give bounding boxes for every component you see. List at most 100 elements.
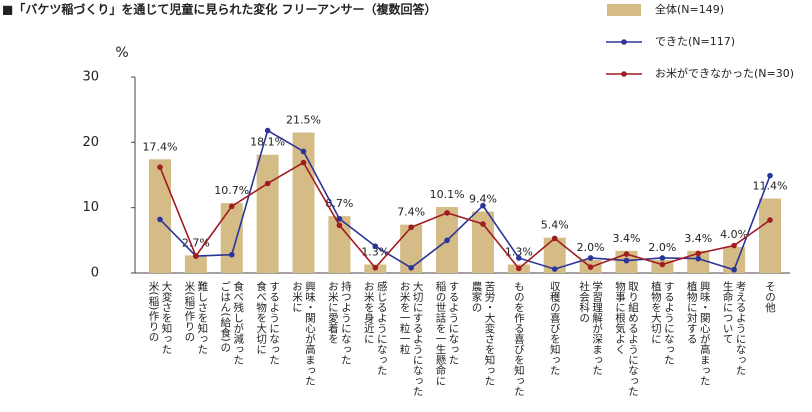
marker	[336, 222, 343, 229]
x-tick-label: お米を身近に	[363, 281, 375, 344]
x-tick-label: 植物を大切に	[650, 280, 662, 344]
marker	[336, 215, 343, 222]
bar	[471, 211, 494, 273]
y-tick-label: 10	[82, 200, 99, 215]
marker	[587, 264, 594, 270]
x-tick-label: 社会科の	[578, 280, 590, 323]
value-label: 18.1%	[250, 136, 285, 149]
legend-marker	[621, 71, 627, 77]
bar	[400, 224, 423, 273]
marker	[480, 221, 486, 227]
x-tick-label: 米(稲)作りの	[148, 280, 160, 341]
marker	[659, 261, 666, 268]
value-label: 1.3%	[361, 246, 389, 259]
value-label: 10.1%	[430, 188, 465, 201]
chart-title: ■「バケツ稲づくり」を通じて児童に見られた変化 フリーアンサー（複数回答）	[2, 2, 437, 17]
y-tick-label: 20	[82, 135, 99, 150]
marker	[228, 251, 235, 258]
marker	[516, 265, 522, 272]
bar	[328, 216, 351, 273]
x-tick-label: 植物に対する	[686, 280, 698, 344]
x-tick-label: 食べ残しが減った	[232, 280, 244, 365]
marker	[444, 210, 450, 216]
value-label: 9.4%	[469, 193, 497, 206]
marker	[623, 257, 630, 264]
value-label: 3.4%	[684, 232, 712, 245]
bar	[687, 250, 710, 273]
y-tick-label: 30	[82, 70, 99, 85]
marker	[516, 255, 522, 261]
marker	[731, 266, 737, 273]
marker	[408, 264, 414, 271]
value-label: 4.0%	[720, 228, 748, 241]
value-label: 21.5%	[286, 114, 321, 127]
x-tick-label: 持つようになった	[340, 280, 352, 365]
marker	[767, 172, 773, 179]
marker	[408, 224, 414, 231]
marker	[228, 203, 235, 210]
value-label: 11.4%	[753, 180, 788, 193]
x-tick-label: ものを作る喜びを知った	[513, 281, 525, 397]
x-tick-label: するようになった	[268, 281, 280, 365]
x-tick-label: ごはん(給食)の	[219, 281, 231, 352]
marker	[300, 159, 307, 166]
legend-label: できた(N=117)	[655, 35, 735, 48]
bar	[220, 203, 243, 273]
marker	[551, 235, 558, 242]
value-label: 10.7%	[214, 184, 249, 197]
marker	[157, 216, 163, 223]
x-tick-label: するようになった	[663, 281, 675, 365]
legend-swatch	[607, 4, 641, 16]
x-tick-label: 収穫の喜びを知った	[549, 281, 561, 376]
x-tick-label: 食べ物を大切に	[255, 280, 267, 354]
x-tick-label: 興味・関心が高まった	[699, 281, 711, 386]
legend-label: お米ができなかった(N=30)	[655, 66, 794, 80]
x-tick-label: 物事に根気よく	[614, 280, 626, 354]
marker	[767, 217, 773, 223]
marker	[444, 237, 450, 244]
marker	[157, 164, 163, 170]
value-label: 5.4%	[541, 219, 569, 232]
value-label: 7.4%	[397, 206, 425, 219]
marker	[372, 243, 379, 250]
value-label: 2.0%	[577, 241, 605, 254]
bar	[543, 237, 566, 273]
marker	[623, 251, 630, 257]
y-tick-label: 0	[91, 266, 99, 281]
x-tick-label: 大変さを知った	[161, 280, 173, 354]
marker	[587, 255, 594, 261]
x-tick-label: 大切にするようになった	[412, 280, 424, 396]
marker	[193, 253, 199, 259]
x-tick-label: 考えるようになった	[735, 281, 747, 376]
value-label: 17.4%	[143, 140, 178, 153]
bar	[292, 132, 315, 273]
x-tick-label: 米(稲)作りの	[183, 280, 195, 341]
x-tick-label: 学習理解が深まった	[591, 280, 603, 375]
line	[159, 129, 771, 271]
bar	[256, 154, 279, 273]
y-axis-label: %	[115, 45, 128, 61]
x-tick-label: 興味・関心が高まった	[304, 281, 316, 386]
marker	[480, 202, 486, 209]
marker	[264, 180, 271, 187]
x-tick-label: 取り組めるようになった	[627, 281, 639, 397]
legend-marker	[621, 39, 627, 45]
marker	[551, 266, 558, 272]
marker	[264, 127, 271, 134]
bar	[759, 198, 781, 273]
x-tick-label: するようになった	[448, 281, 460, 365]
x-tick-label: 難しさを知った	[196, 280, 208, 354]
x-tick-label: 生命について	[722, 280, 734, 344]
x-tick-label: 稲の世話を一生懸命に	[435, 281, 447, 386]
bar	[149, 159, 171, 273]
line	[159, 161, 771, 270]
marker	[731, 242, 737, 249]
value-label: 3.4%	[612, 232, 640, 245]
x-tick-label: 苦労・大変さを知った	[483, 280, 495, 386]
x-tick-label: お米に愛着を	[327, 281, 339, 344]
marker	[695, 255, 702, 262]
marker	[695, 250, 702, 257]
x-tick-label: その他	[764, 281, 776, 313]
marker	[659, 255, 666, 261]
